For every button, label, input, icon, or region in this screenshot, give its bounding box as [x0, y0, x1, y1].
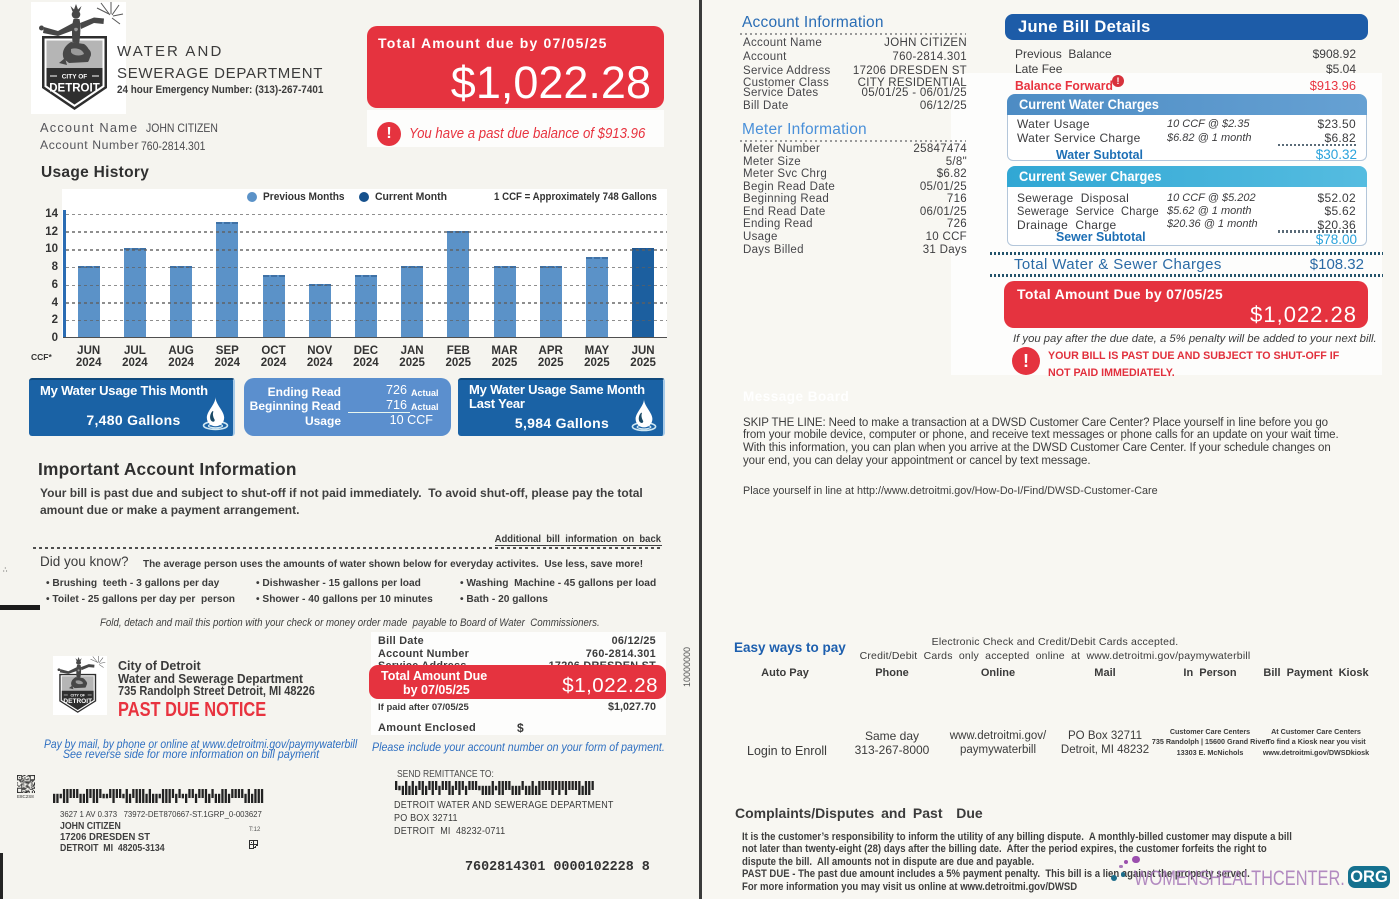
svg-text:DETROIT: DETROIT	[49, 83, 99, 95]
svg-text:CITY OF: CITY OF	[62, 74, 88, 81]
svg-text:DETROIT: DETROIT	[63, 698, 92, 705]
svg-text:CITY OF: CITY OF	[70, 693, 85, 697]
